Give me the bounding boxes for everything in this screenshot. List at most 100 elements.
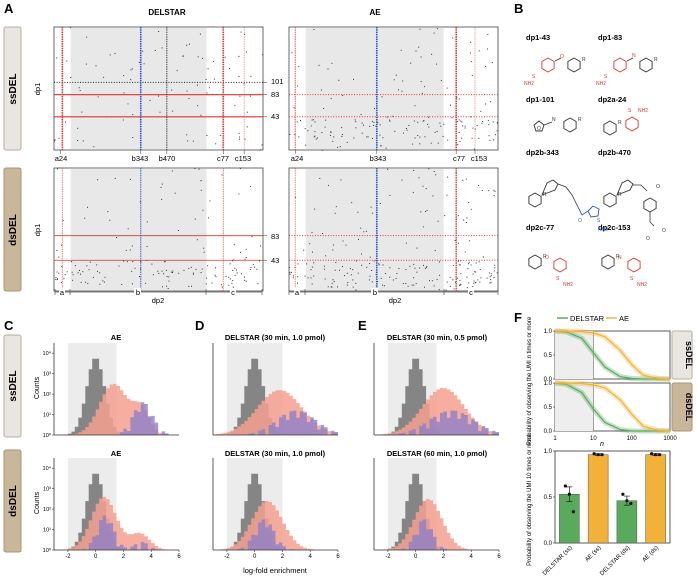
hit-dot	[494, 267, 496, 269]
hit-dot	[419, 28, 421, 30]
hit-dot	[196, 239, 198, 241]
y-tick-label: 0.5	[544, 495, 553, 501]
hit-dot	[313, 29, 315, 30]
grey-distribution	[54, 358, 179, 435]
hit-dot	[171, 170, 173, 172]
hit-dot	[353, 137, 355, 139]
hit-dot	[176, 70, 178, 72]
hit-dot	[221, 174, 223, 176]
ring	[603, 120, 617, 136]
structure-label: dp2c-77	[526, 223, 554, 232]
top-ticks-left: a24 b343 b470 c77 c153	[55, 154, 251, 163]
amine-n: N	[552, 117, 556, 123]
panel-a-col-title-ae: AE	[369, 8, 381, 17]
hit-dot	[61, 244, 63, 246]
hit-dot	[197, 105, 199, 107]
hit-dot	[72, 279, 74, 281]
hit-dot	[421, 92, 423, 94]
sulfonyl-s: S	[597, 218, 601, 224]
structure-dp1-43: dp1-43	[526, 33, 550, 42]
hit-dot	[459, 264, 461, 266]
hit-dot	[353, 78, 354, 80]
hit-dot	[200, 189, 202, 191]
hit-dot	[415, 50, 417, 52]
hit-dot	[258, 260, 260, 262]
row-label-dsdel-text-f: dsDEL	[684, 393, 694, 422]
hit-dot	[446, 194, 448, 196]
hit-dot	[488, 124, 490, 126]
y-tick-label: 1.0	[544, 449, 553, 455]
tick-b343: b343	[132, 154, 149, 163]
hit-dot	[382, 137, 384, 139]
hit-dot	[61, 266, 63, 267]
hit-dot	[138, 61, 140, 63]
hit-dot	[103, 281, 105, 283]
hit-dot	[489, 139, 491, 141]
histogram-e-ssdel	[373, 343, 499, 436]
hit-dot	[215, 143, 217, 145]
hit-dot	[232, 270, 234, 271]
hit-dot	[163, 273, 165, 275]
structure-label: dp1-43	[526, 33, 550, 42]
amine-n: N	[618, 255, 622, 261]
hit-dot	[346, 141, 348, 143]
structure-label: dp2c-153	[598, 223, 631, 232]
hit-dot	[361, 264, 363, 266]
tick-b343-r: b343	[370, 154, 387, 163]
hit-dot	[428, 126, 430, 128]
hit-dot	[207, 68, 209, 70]
hit-dot	[92, 276, 94, 278]
hit-dot	[369, 256, 371, 258]
hit-dot	[314, 121, 316, 123]
panel-a-ylabel-ss: dp1	[33, 83, 42, 96]
hit-dot	[457, 277, 458, 279]
hit-dot	[389, 194, 391, 196]
hit-dot	[370, 206, 372, 208]
hit-dot	[357, 272, 359, 274]
hit-dot	[487, 33, 489, 35]
hit-dot	[473, 282, 475, 284]
hit-dot	[205, 277, 207, 279]
hit-dot	[244, 279, 246, 281]
hit-dot	[479, 281, 481, 283]
hit-dot	[56, 250, 58, 251]
hit-dot	[490, 275, 492, 277]
hit-dot	[330, 131, 332, 133]
hit-dot	[466, 276, 468, 278]
hit-dot	[480, 277, 482, 279]
hit-dot	[419, 143, 421, 145]
hit-dot	[123, 92, 125, 94]
hit-dot	[63, 278, 65, 280]
hit-dot	[74, 265, 76, 267]
hit-dot	[132, 283, 133, 285]
hit-dot	[129, 249, 131, 251]
amine-nh2: NH2	[563, 282, 573, 288]
hit-dot	[493, 189, 495, 191]
hit-dot	[428, 168, 430, 170]
hit-dot	[260, 149, 261, 151]
hit-dot	[386, 116, 388, 118]
y-tick-label: 0.5	[544, 405, 553, 411]
hit-dot	[253, 266, 255, 268]
survival-curves: 1.00.50.01.00.50.01 10 100 1000	[544, 328, 677, 442]
hit-dot	[127, 228, 129, 230]
hit-dot	[289, 266, 291, 268]
hit-dot	[69, 27, 71, 29]
hit-dot	[172, 270, 174, 272]
ss-label-43: 43	[271, 112, 279, 121]
hit-dot	[494, 264, 496, 266]
hit-dot	[292, 277, 294, 279]
hit-dot	[200, 272, 202, 274]
hit-dot	[468, 263, 469, 265]
hit-dot	[161, 198, 163, 200]
hit-dot	[420, 56, 422, 58]
hit-dot	[458, 119, 460, 121]
hit-dot	[297, 282, 298, 284]
hit-dot	[158, 95, 159, 97]
hit-dot	[114, 52, 116, 54]
hit-dot	[379, 124, 381, 126]
hit-dot	[236, 272, 238, 274]
hit-dot	[422, 120, 424, 122]
hit-dot	[81, 111, 83, 113]
survival-frame-ssdel: 1.0 0.5 0.0	[544, 328, 671, 383]
